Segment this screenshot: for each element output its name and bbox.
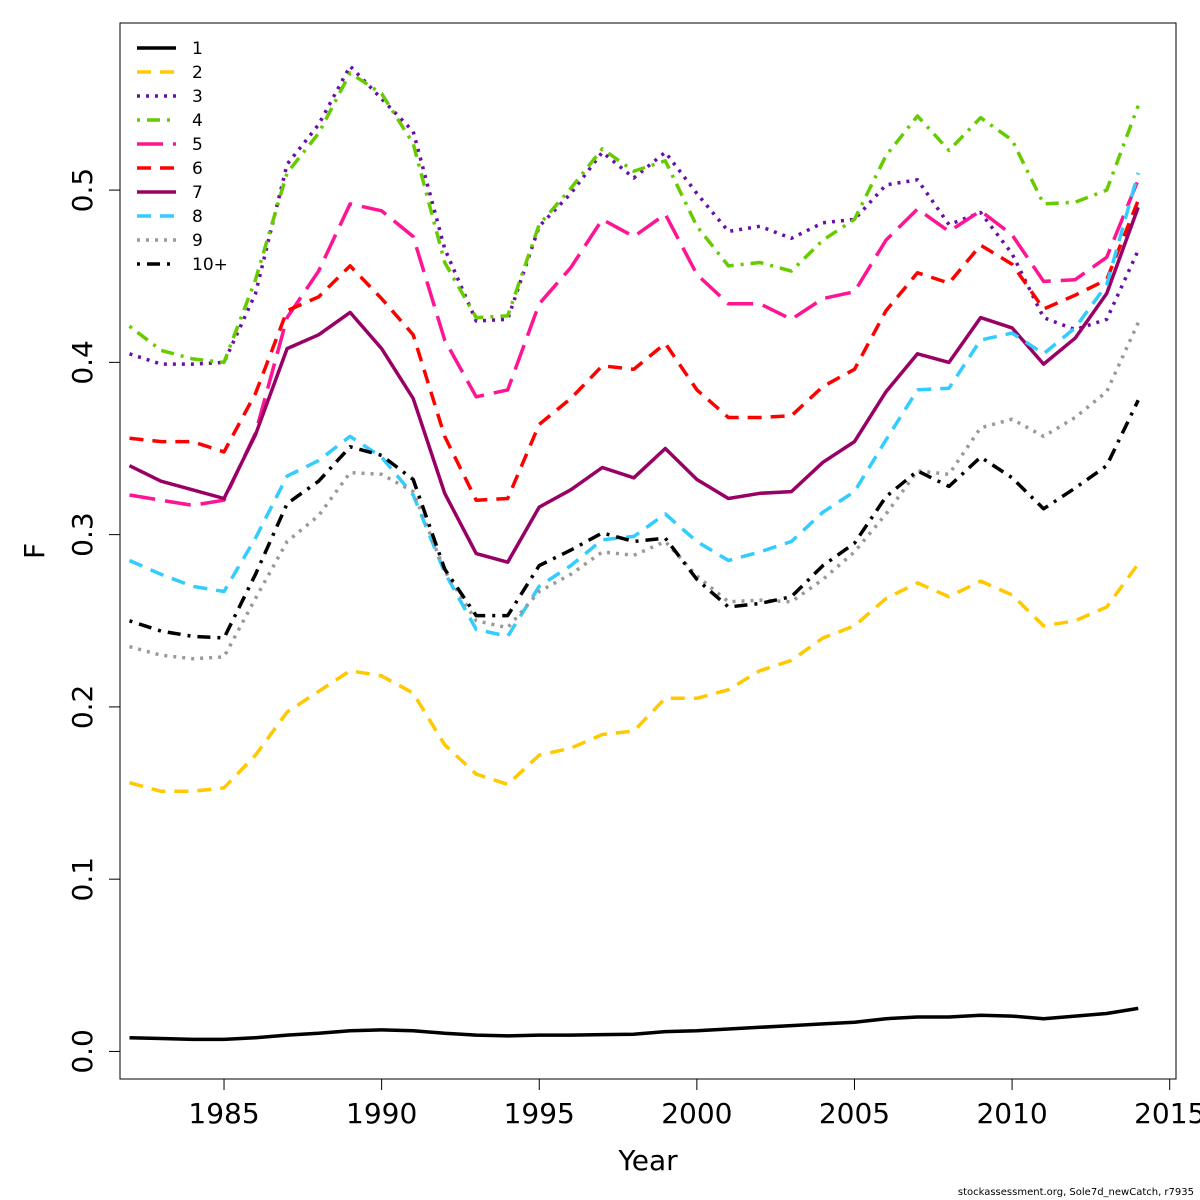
- legend-label-9: 9: [192, 231, 203, 251]
- x-tick-label: 2000: [661, 1097, 732, 1130]
- y-tick-label: 0.4: [66, 340, 99, 385]
- legend-label-6: 6: [192, 159, 203, 179]
- legend-label-7: 7: [192, 183, 203, 203]
- x-axis-title: Year: [617, 1144, 678, 1177]
- y-axis: 0.0 0.1 0.2 0.3 0.4 0.5: [66, 168, 121, 1074]
- legend-label-10: 10+: [192, 255, 228, 275]
- series-line-2: [129, 562, 1140, 794]
- legend-label-2: 2: [192, 63, 203, 83]
- plot-frame: [119, 22, 1177, 1080]
- y-tick-label: 0.5: [66, 168, 99, 213]
- x-tick-label: 2005: [819, 1097, 890, 1130]
- series-line-1: [129, 1006, 1139, 1042]
- series-line-10: [128, 399, 1140, 640]
- legend-label-8: 8: [192, 207, 203, 227]
- series-line-3: [128, 64, 1140, 366]
- series-line-7: [128, 206, 1140, 564]
- x-tick-label: 1995: [504, 1097, 575, 1130]
- legend-label-1: 1: [192, 39, 203, 59]
- footnote: stockassessment.org, Sole7d_newCatch, r7…: [957, 1187, 1194, 1198]
- y-axis-title: F: [18, 543, 51, 559]
- legend-label-3: 3: [192, 87, 203, 107]
- legend: 1 2 3 4 5 6 7 8 9 10+: [137, 39, 228, 275]
- series-line-6: [129, 199, 1140, 502]
- legend-label-4: 4: [192, 111, 203, 131]
- y-tick-label: 0.3: [66, 512, 99, 557]
- y-tick-label: 0.1: [66, 857, 99, 902]
- series-line-5: [129, 179, 1140, 508]
- y-tick-label: 0.0: [66, 1029, 99, 1074]
- x-tick-label: 1985: [188, 1097, 259, 1130]
- series-layer: [128, 64, 1140, 1042]
- x-tick-label: 2010: [976, 1097, 1047, 1130]
- series-line-4: [128, 71, 1140, 365]
- legend-label-5: 5: [192, 135, 203, 155]
- x-tick-label: 1990: [346, 1097, 417, 1130]
- x-axis: 1985 1990 1995 2000 2005 2010 2015: [188, 1078, 1200, 1130]
- y-tick-label: 0.2: [66, 685, 99, 730]
- series-line-8: [128, 172, 1140, 639]
- x-tick-label: 2015: [1134, 1097, 1200, 1130]
